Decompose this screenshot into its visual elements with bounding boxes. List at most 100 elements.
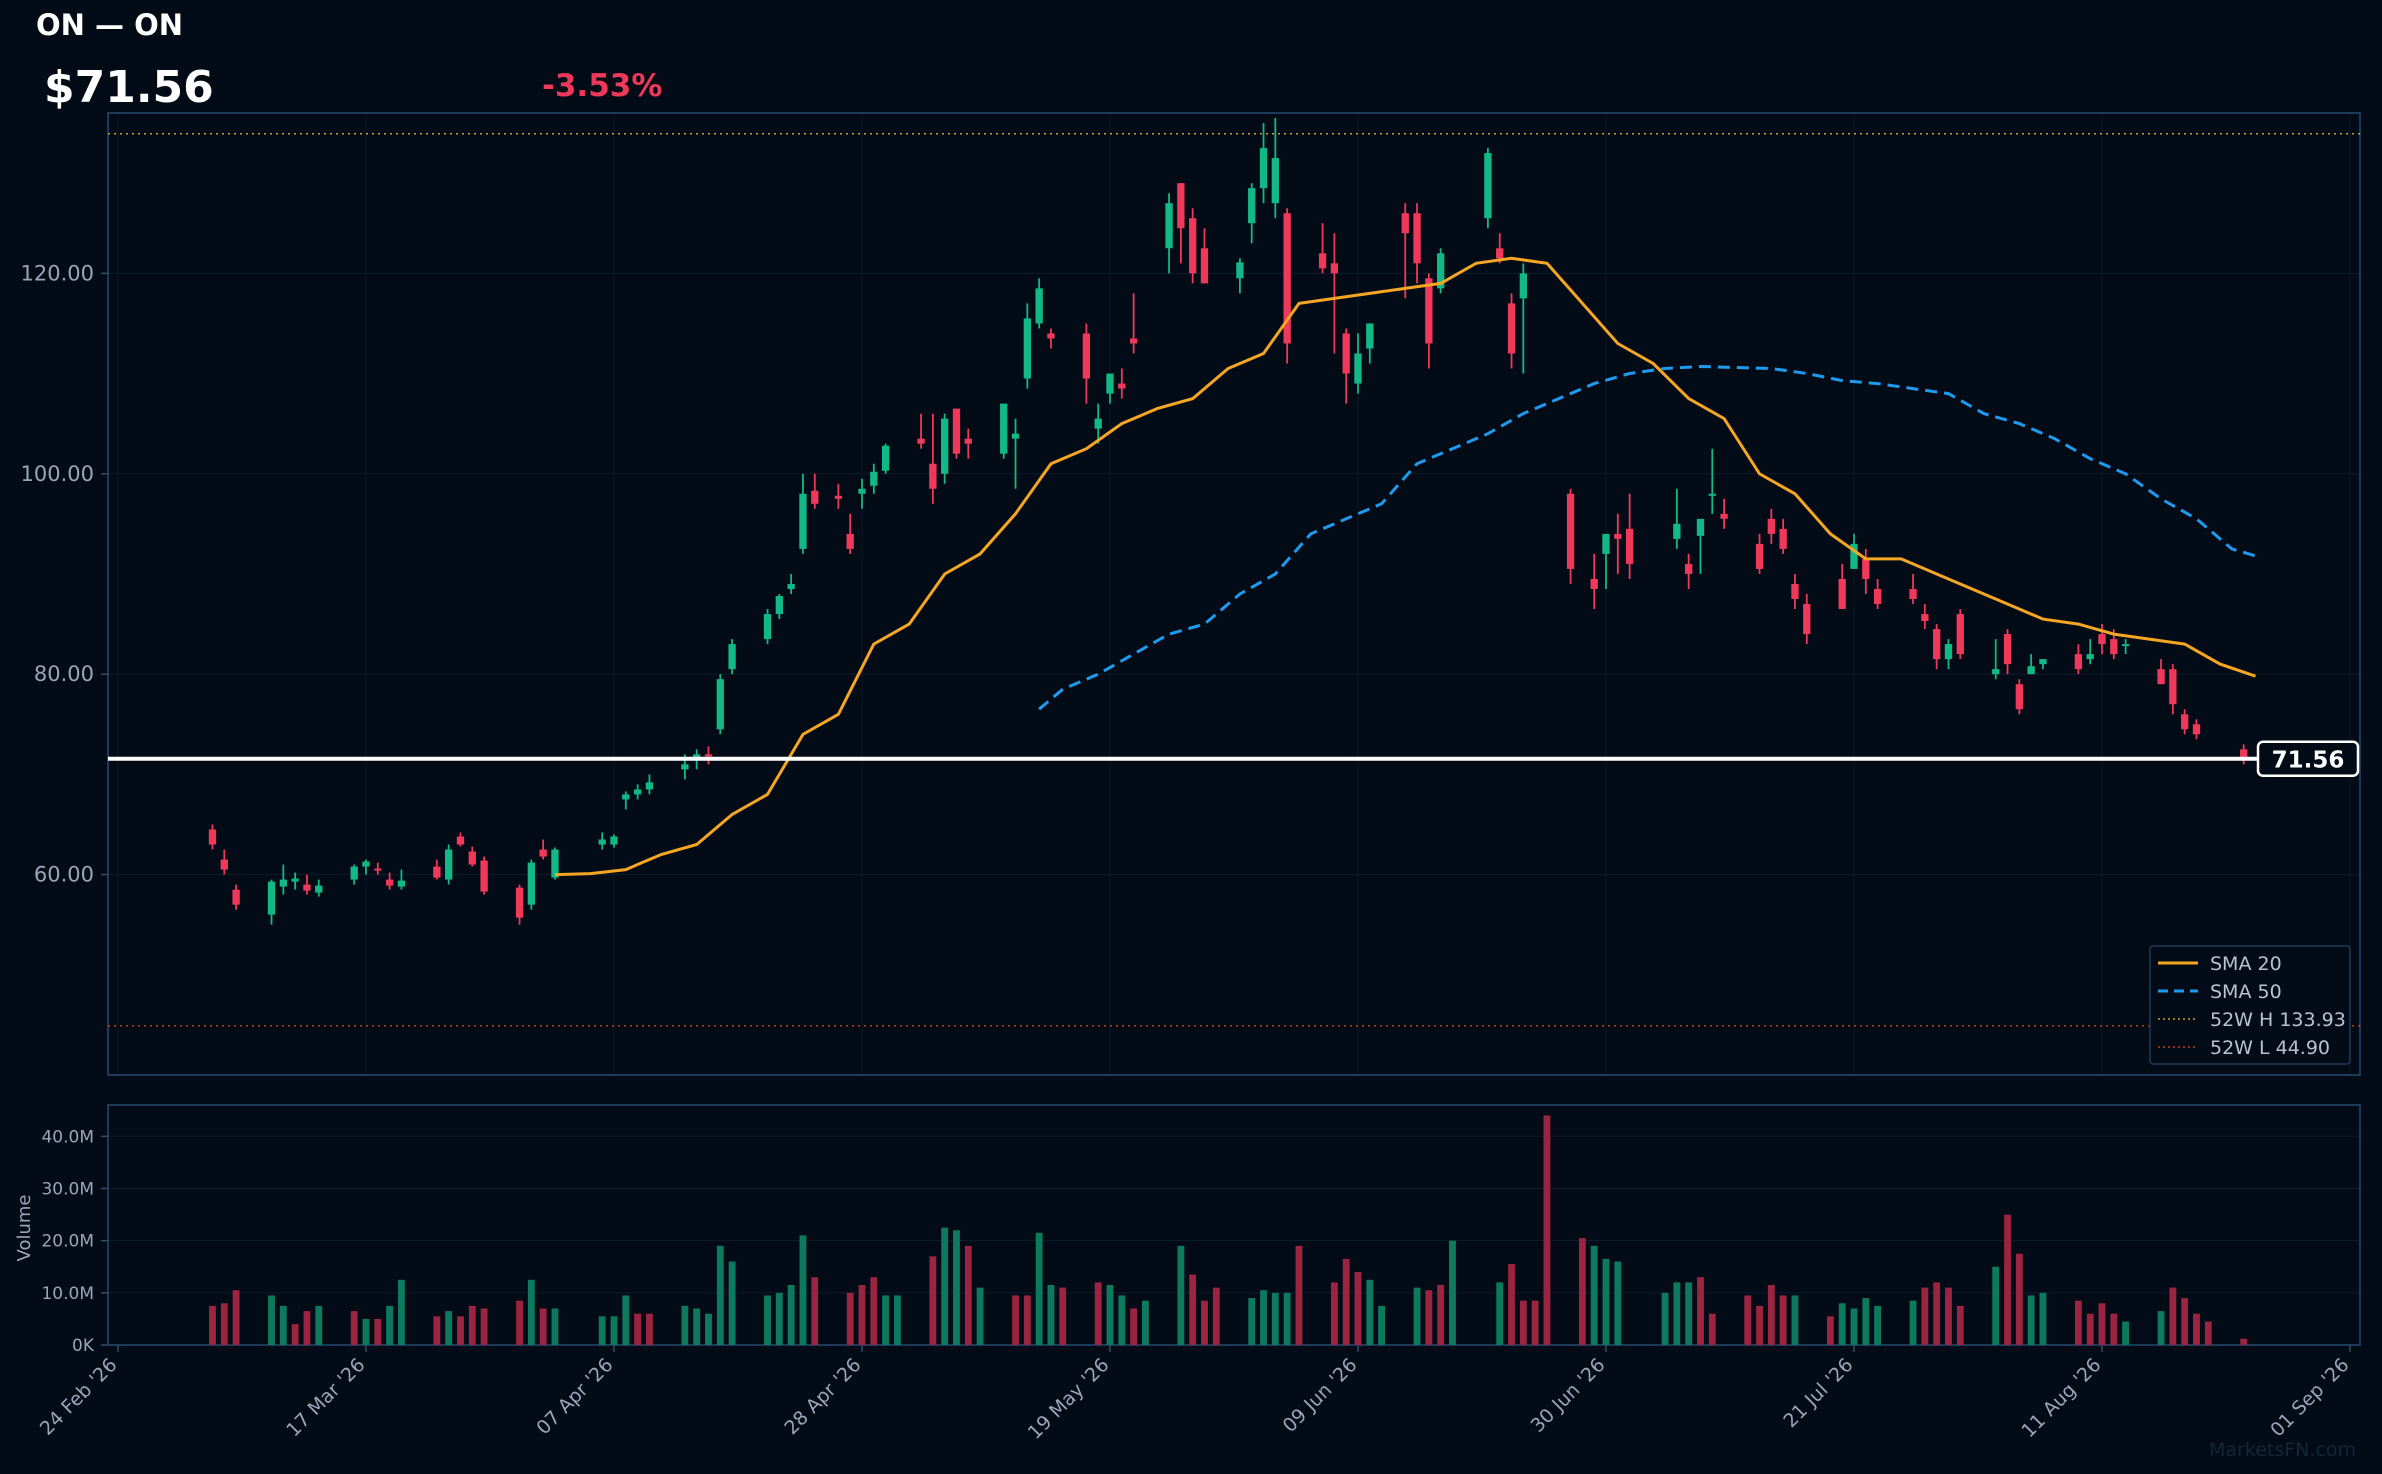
- candle-body: [858, 488, 866, 494]
- volume-bar: [303, 1311, 311, 1345]
- volume-bar: [1378, 1305, 1386, 1345]
- candle: [527, 859, 535, 910]
- candle-body: [846, 533, 854, 549]
- candle-body: [1413, 213, 1421, 264]
- candle-body: [633, 789, 642, 795]
- volume-bar: [1508, 1264, 1515, 1345]
- candle: [1271, 118, 1279, 219]
- candle-body: [551, 849, 559, 878]
- candle: [1023, 303, 1031, 389]
- candle-body: [2157, 669, 2165, 685]
- candle: [610, 834, 618, 848]
- candle-body: [1000, 403, 1008, 454]
- date-tick-label: 21 Jul '26: [1779, 1354, 1857, 1432]
- volume-bar: [610, 1316, 618, 1345]
- candle: [787, 573, 795, 594]
- candle-body: [2192, 724, 2201, 735]
- volume-tick-label: 30.0M: [41, 1179, 94, 1199]
- candle: [232, 884, 240, 910]
- candle-body: [1673, 523, 1681, 539]
- candle: [1933, 624, 1941, 670]
- candle-body: [1992, 669, 2000, 675]
- candle-body: [787, 583, 795, 589]
- volume-bar: [1035, 1232, 1043, 1345]
- candle: [480, 856, 488, 895]
- volume-bar: [445, 1311, 453, 1345]
- legend-52w-high: 52W H 133.93: [2210, 1009, 2346, 1031]
- candle: [2121, 639, 2130, 655]
- candle: [267, 879, 276, 925]
- volume-bar: [787, 1285, 795, 1345]
- candle: [220, 849, 228, 875]
- candle-body: [1708, 493, 1716, 496]
- volume-bar: [2122, 1321, 2130, 1345]
- volume-tick-label: 40.0M: [41, 1127, 94, 1147]
- candle-body: [1566, 493, 1575, 569]
- volume-bar: [1708, 1313, 1716, 1345]
- volume-bar: [1862, 1298, 1870, 1345]
- volume-bar: [1059, 1287, 1067, 1345]
- moving-averages: [554, 256, 2256, 877]
- candle-body: [704, 754, 713, 757]
- candle: [1909, 573, 1917, 605]
- volume-bar: [799, 1235, 807, 1345]
- candle-body: [834, 495, 843, 499]
- candle-body: [527, 862, 535, 905]
- candle: [1236, 258, 1244, 294]
- candle-body: [1720, 513, 1728, 519]
- candle: [633, 784, 642, 800]
- candle: [397, 869, 406, 890]
- candle: [846, 513, 854, 554]
- volume-bar: [2086, 1313, 2094, 1345]
- candle-body: [232, 889, 240, 905]
- candle-body: [1873, 588, 1882, 605]
- candle: [2157, 659, 2165, 685]
- candle-body: [1106, 373, 1114, 394]
- volume-bar: [1342, 1258, 1350, 1345]
- candle-body: [2015, 684, 2023, 710]
- volume-bar: [1354, 1271, 1362, 1345]
- candle-body: [1189, 218, 1197, 274]
- candle-body: [1862, 558, 1870, 579]
- candle-body: [374, 868, 382, 871]
- date-tick-label: 19 May '26: [1024, 1354, 1114, 1444]
- volume-bar: [468, 1305, 476, 1345]
- candle: [763, 609, 772, 645]
- candle: [834, 483, 843, 509]
- candle: [1696, 518, 1705, 574]
- candle: [1000, 403, 1008, 459]
- candle: [716, 674, 724, 735]
- candle: [1755, 533, 1764, 574]
- candle: [1566, 488, 1575, 584]
- candle-body: [1330, 263, 1339, 274]
- candle: [1283, 208, 1291, 364]
- volume-bar: [2157, 1311, 2165, 1345]
- volume-bar: [2181, 1298, 2189, 1345]
- candle: [1921, 604, 1929, 630]
- volume-bar: [1094, 1282, 1102, 1345]
- candle: [1791, 573, 1799, 610]
- volume-bar: [1992, 1266, 2000, 1345]
- candle-body: [763, 614, 772, 640]
- candle: [1496, 233, 1504, 264]
- volume-bar: [1283, 1292, 1291, 1345]
- volume-bar: [681, 1305, 689, 1345]
- candle-body: [456, 836, 465, 845]
- candle-body: [220, 859, 228, 870]
- candle: [881, 443, 890, 474]
- volume-bar: [882, 1295, 890, 1345]
- legend-52w-low: 52W L 44.90: [2210, 1037, 2330, 1059]
- volume-bar: [350, 1311, 358, 1345]
- candle: [811, 473, 819, 509]
- last-price-tag: [2256, 740, 2360, 777]
- candle: [1318, 223, 1327, 274]
- volume-tick-label: 20.0M: [41, 1232, 94, 1252]
- candle: [1803, 594, 1811, 645]
- candle-body: [870, 471, 878, 486]
- candle-body: [1519, 273, 1527, 299]
- candle-body: [2110, 639, 2118, 655]
- volume-bar: [480, 1308, 488, 1345]
- price-tick-label: 80.00: [34, 662, 94, 686]
- candle-body: [622, 794, 630, 800]
